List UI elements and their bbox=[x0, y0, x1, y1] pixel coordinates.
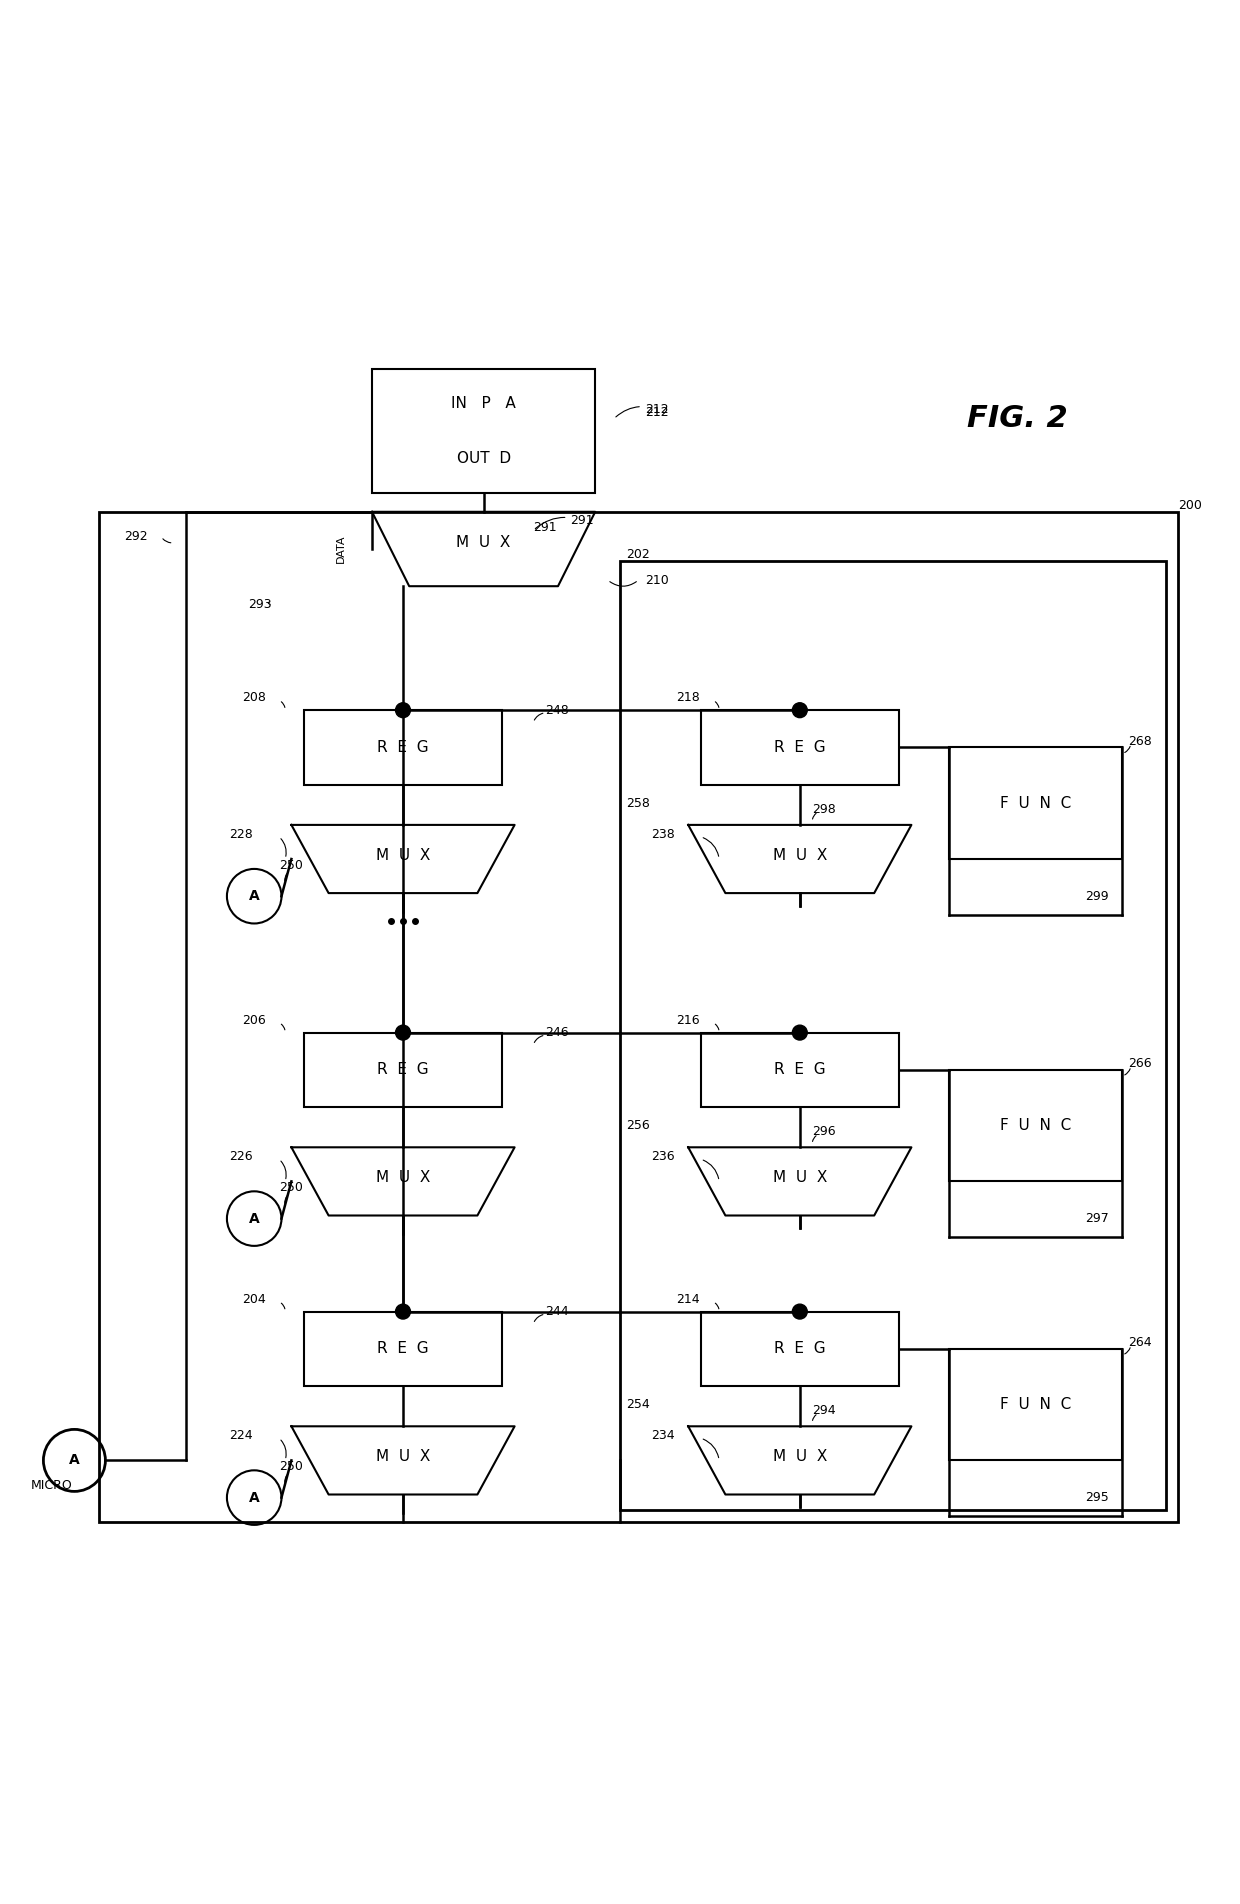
Text: A: A bbox=[69, 1453, 79, 1468]
Text: R  E  G: R E G bbox=[774, 1340, 826, 1356]
Text: DATA: DATA bbox=[336, 535, 346, 564]
Text: OUT  D: OUT D bbox=[456, 451, 511, 466]
Text: 295: 295 bbox=[1085, 1491, 1109, 1504]
Circle shape bbox=[396, 703, 410, 718]
Text: 216: 216 bbox=[676, 1013, 699, 1026]
Text: 266: 266 bbox=[1128, 1057, 1152, 1070]
FancyBboxPatch shape bbox=[701, 710, 899, 784]
FancyBboxPatch shape bbox=[620, 562, 1166, 1510]
Text: M  U  X: M U X bbox=[773, 847, 827, 863]
Text: 299: 299 bbox=[1085, 889, 1109, 902]
Text: 228: 228 bbox=[229, 828, 253, 842]
Text: M  U  X: M U X bbox=[773, 1171, 827, 1184]
Text: 234: 234 bbox=[651, 1430, 675, 1441]
Text: 202: 202 bbox=[626, 548, 650, 562]
Text: M  U  X: M U X bbox=[376, 1449, 430, 1464]
Text: A: A bbox=[249, 889, 259, 902]
Text: 236: 236 bbox=[651, 1150, 675, 1163]
Text: 212: 212 bbox=[616, 402, 668, 417]
Text: 291: 291 bbox=[533, 522, 557, 535]
Text: 244: 244 bbox=[546, 1304, 569, 1318]
Text: 292: 292 bbox=[124, 529, 148, 543]
Text: 250: 250 bbox=[279, 1460, 304, 1474]
FancyBboxPatch shape bbox=[949, 1348, 1122, 1460]
Polygon shape bbox=[291, 1426, 515, 1495]
FancyBboxPatch shape bbox=[304, 1312, 502, 1386]
FancyBboxPatch shape bbox=[99, 512, 1178, 1523]
Text: 296: 296 bbox=[812, 1125, 836, 1139]
Polygon shape bbox=[688, 1148, 911, 1215]
Text: M  U  X: M U X bbox=[456, 535, 511, 550]
Text: 268: 268 bbox=[1128, 735, 1152, 748]
Polygon shape bbox=[688, 824, 911, 893]
Text: R  E  G: R E G bbox=[774, 741, 826, 754]
Text: F  U  N  C: F U N C bbox=[999, 1398, 1071, 1413]
Circle shape bbox=[792, 703, 807, 718]
Text: R  E  G: R E G bbox=[774, 1062, 826, 1078]
FancyBboxPatch shape bbox=[304, 710, 502, 784]
FancyBboxPatch shape bbox=[701, 1312, 899, 1386]
Text: 298: 298 bbox=[812, 803, 836, 817]
FancyBboxPatch shape bbox=[949, 1070, 1122, 1180]
Text: 226: 226 bbox=[229, 1150, 253, 1163]
Text: 208: 208 bbox=[242, 691, 265, 704]
Text: IN   P   A: IN P A bbox=[451, 396, 516, 411]
Text: 248: 248 bbox=[546, 704, 569, 716]
Text: 258: 258 bbox=[626, 796, 650, 809]
Text: 250: 250 bbox=[279, 1180, 304, 1194]
Polygon shape bbox=[291, 824, 515, 893]
Text: R  E  G: R E G bbox=[377, 1340, 429, 1356]
FancyBboxPatch shape bbox=[372, 369, 595, 493]
Text: 264: 264 bbox=[1128, 1337, 1152, 1350]
Text: 224: 224 bbox=[229, 1430, 253, 1441]
Text: 297: 297 bbox=[1085, 1213, 1109, 1224]
Text: R  E  G: R E G bbox=[377, 741, 429, 754]
Text: 246: 246 bbox=[546, 1026, 569, 1040]
Text: 238: 238 bbox=[651, 828, 675, 842]
Circle shape bbox=[396, 1024, 410, 1040]
Text: 293: 293 bbox=[248, 598, 272, 611]
Circle shape bbox=[396, 1304, 410, 1319]
Text: 212: 212 bbox=[645, 406, 668, 419]
Text: 214: 214 bbox=[676, 1293, 699, 1306]
FancyBboxPatch shape bbox=[701, 1032, 899, 1106]
Text: MICRO: MICRO bbox=[31, 1479, 73, 1491]
Text: R  E  G: R E G bbox=[377, 1062, 429, 1078]
Text: 291: 291 bbox=[536, 514, 594, 529]
Text: 256: 256 bbox=[626, 1120, 650, 1133]
Text: A: A bbox=[249, 1491, 259, 1504]
Text: 218: 218 bbox=[676, 691, 699, 704]
Text: 206: 206 bbox=[242, 1013, 265, 1026]
FancyBboxPatch shape bbox=[304, 1032, 502, 1106]
Text: F  U  N  C: F U N C bbox=[999, 796, 1071, 811]
Text: 294: 294 bbox=[812, 1405, 836, 1417]
Text: 250: 250 bbox=[279, 859, 304, 872]
Polygon shape bbox=[372, 512, 595, 586]
Text: FIG. 2: FIG. 2 bbox=[967, 404, 1068, 434]
Text: 204: 204 bbox=[242, 1293, 265, 1306]
Circle shape bbox=[792, 1304, 807, 1319]
Text: M  U  X: M U X bbox=[376, 847, 430, 863]
Circle shape bbox=[792, 1024, 807, 1040]
FancyBboxPatch shape bbox=[949, 748, 1122, 859]
Polygon shape bbox=[688, 1426, 911, 1495]
Text: M  U  X: M U X bbox=[773, 1449, 827, 1464]
Text: M  U  X: M U X bbox=[376, 1171, 430, 1184]
Text: 210: 210 bbox=[645, 573, 668, 586]
Text: A: A bbox=[249, 1211, 259, 1226]
Text: F  U  N  C: F U N C bbox=[999, 1118, 1071, 1133]
Polygon shape bbox=[291, 1148, 515, 1215]
Text: 200: 200 bbox=[1178, 499, 1203, 512]
Text: 254: 254 bbox=[626, 1398, 650, 1411]
